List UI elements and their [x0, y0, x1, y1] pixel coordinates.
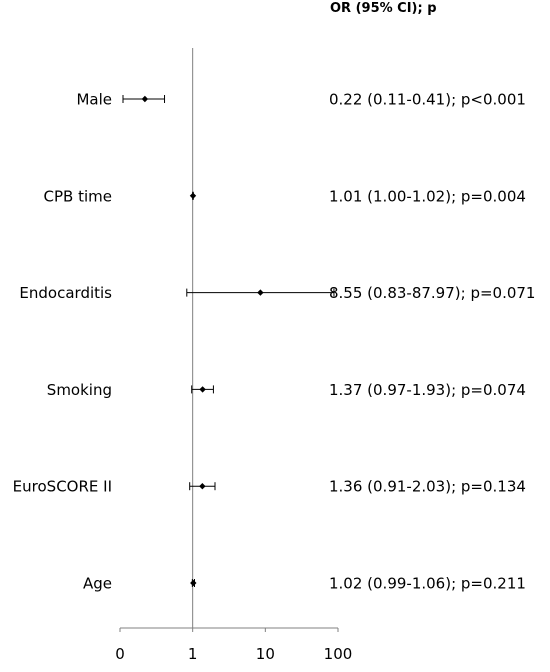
row-label: CPB time [44, 187, 112, 205]
x-tick-label: 10 [256, 645, 275, 663]
or-ci-text: 1.37 (0.97-1.93); p=0.074 [329, 381, 526, 399]
or-ci-text: 1.02 (0.99-1.06); p=0.211 [329, 575, 526, 593]
forest-row: Male 0.22 (0.11-0.41); p<0.001 [76, 91, 525, 109]
forest-row: Smoking 1.37 (0.97-1.93); p=0.074 [47, 381, 526, 399]
row-label: Age [83, 575, 112, 593]
x-axis: 0 1 10 100 [115, 627, 353, 663]
or-point [199, 386, 206, 393]
or-point [257, 289, 264, 296]
or-point [199, 483, 206, 490]
plot-area: Male 0.22 (0.11-0.41); p<0.001 CPB time 1.0… [13, 48, 535, 628]
or-ci-text: 0.22 (0.11-0.41); p<0.001 [329, 91, 526, 109]
x-tick-label: 0 [115, 645, 125, 663]
forest-row: Endocarditis 8.55 (0.83-87.97); p=0.071 [19, 284, 535, 302]
forest-row: EuroSCORE II 1.36 (0.91-2.03); p=0.134 [13, 478, 526, 496]
or-ci-text: 1.36 (0.91-2.03); p=0.134 [329, 478, 526, 496]
or-point [189, 192, 197, 199]
results-column-header: OR (95% CI); p [330, 1, 437, 16]
row-label: Male [76, 91, 112, 109]
or-point [190, 579, 197, 587]
x-tick-label: 100 [324, 645, 353, 663]
forest-row: CPB time 1.01 (1.00-1.02); p=0.004 [44, 187, 526, 205]
or-ci-text: 1.01 (1.00-1.02); p=0.004 [329, 187, 526, 205]
forest-row: Age 1.02 (0.99-1.06); p=0.211 [83, 575, 526, 593]
or-ci-text: 8.55 (0.83-87.97); p=0.071 [329, 284, 535, 302]
row-label: Smoking [47, 381, 112, 399]
row-label: Endocarditis [19, 284, 112, 302]
row-label: EuroSCORE II [13, 478, 112, 496]
x-tick-label: 1 [188, 645, 198, 663]
or-point [141, 95, 149, 103]
